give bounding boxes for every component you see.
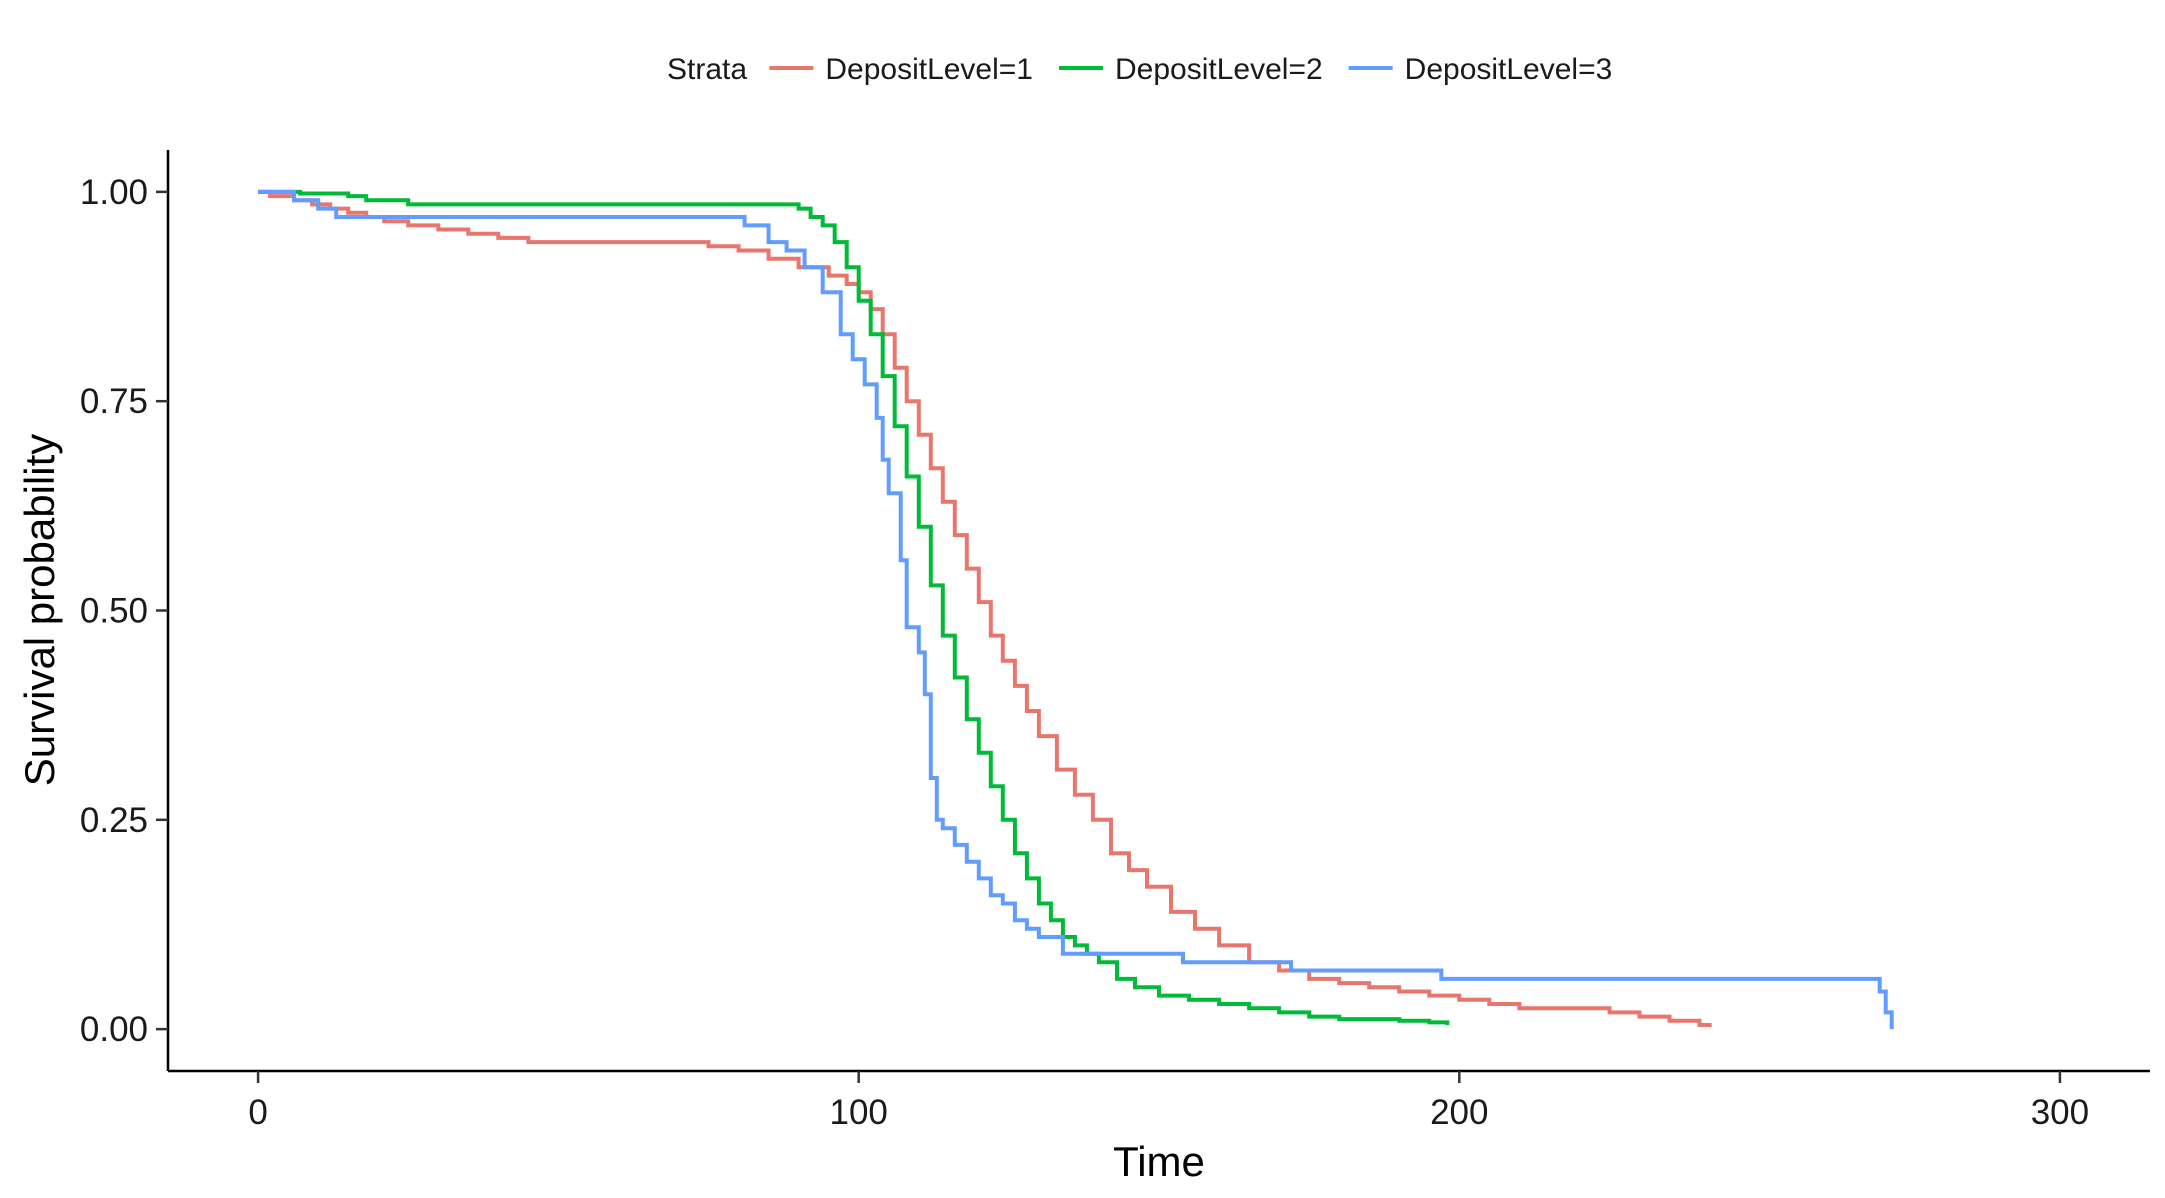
legend: Strata DepositLevel=1 DepositLevel=2 Depos…	[667, 53, 1612, 86]
series-line-3	[258, 189, 1894, 1030]
y-tick-label: 0.75	[80, 382, 148, 421]
legend-label-3: DepositLevel=3	[1405, 53, 1613, 86]
legend-label-2: DepositLevel=2	[1115, 53, 1323, 86]
y-tick-label: 1.00	[80, 173, 148, 212]
x-axis-ticks: 0 100 200 300	[248, 1071, 2089, 1132]
y-tick-label: 0.25	[80, 801, 148, 840]
y-axis-ticks: 0.00 0.25 0.50 0.75 1.00	[80, 173, 168, 1049]
plot-area: 0 100 200 300 0.00 0.25 0.50 0.75 1.00	[80, 150, 2150, 1132]
legend-title: Strata	[667, 53, 747, 86]
x-axis-title: Time	[1113, 1138, 1205, 1185]
series-layer	[258, 189, 1894, 1030]
x-tick-label: 300	[2031, 1093, 2089, 1132]
legend-label-1: DepositLevel=1	[825, 53, 1033, 86]
x-tick-label: 100	[829, 1093, 887, 1132]
y-tick-label: 0.50	[80, 592, 148, 631]
series-line-1	[258, 189, 1712, 1027]
y-axis-title: Survival probability	[16, 434, 63, 787]
legend-items: DepositLevel=1 DepositLevel=2 DepositLevel…	[769, 53, 1612, 86]
x-tick-label: 0	[248, 1093, 267, 1132]
y-tick-label: 0.00	[80, 1010, 148, 1049]
x-tick-label: 200	[1430, 1093, 1488, 1132]
series-line-2	[258, 189, 1450, 1025]
